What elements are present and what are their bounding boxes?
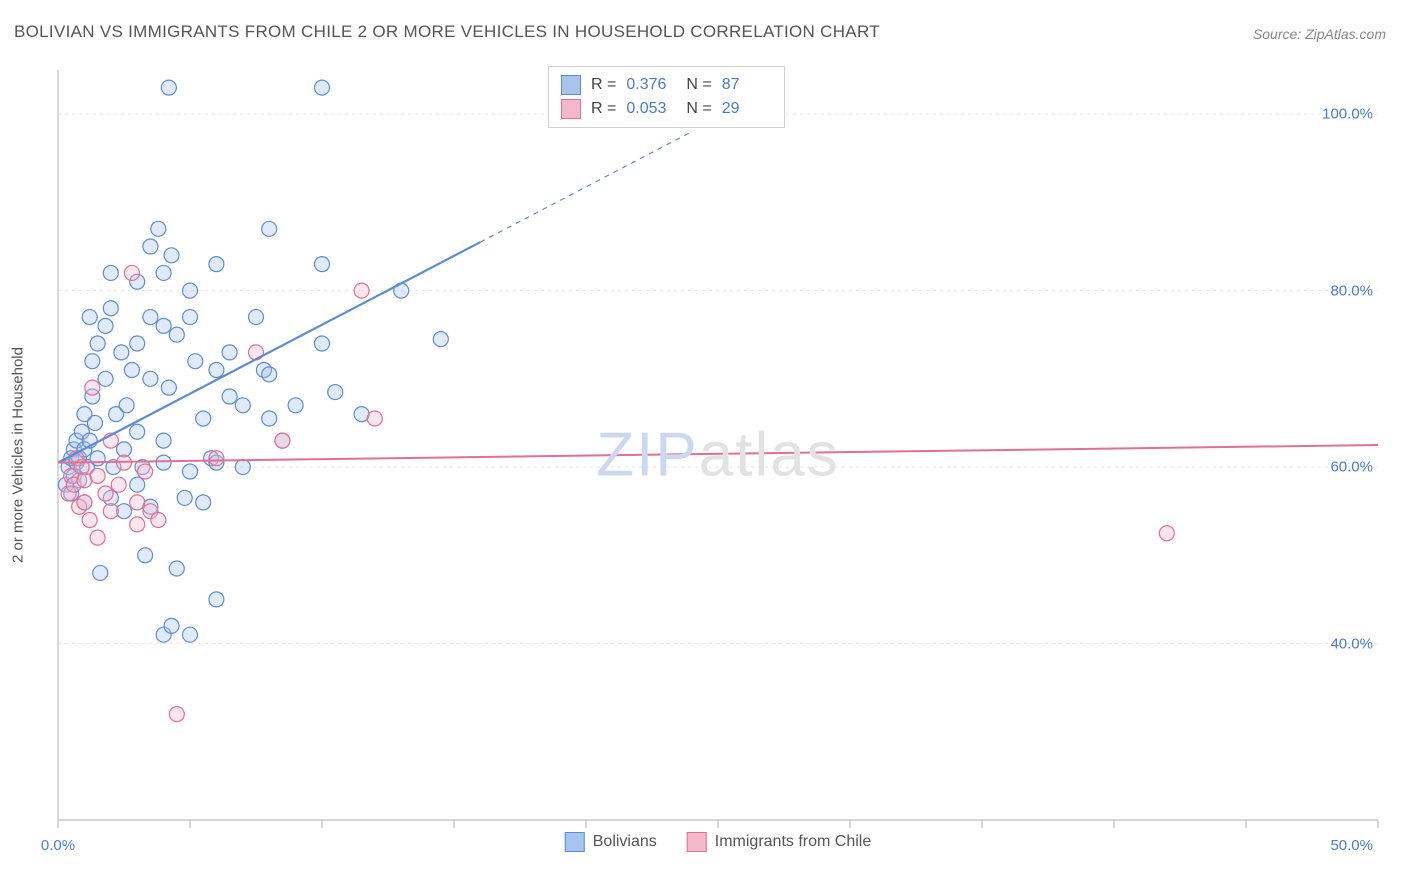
swatch-icon — [561, 99, 581, 119]
x-tick-0: 0.0% — [41, 837, 75, 854]
r-label: R = — [591, 76, 616, 94]
r-value: 0.053 — [626, 100, 676, 118]
legend: Bolivians Immigrants from Chile — [565, 832, 872, 852]
scatter-plot-svg — [48, 60, 1388, 850]
legend-item: Immigrants from Chile — [687, 832, 871, 852]
x-tick-50: 50.0% — [1330, 837, 1373, 854]
chart-area: 2 or more Vehicles in Household ZIPatlas… — [48, 60, 1388, 850]
source-attribution: Source: ZipAtlas.com — [1253, 26, 1386, 42]
stats-row: R = 0.053 N = 29 — [561, 97, 772, 121]
swatch-icon — [565, 832, 585, 852]
n-label: N = — [686, 100, 711, 118]
stats-row: R = 0.376 N = 87 — [561, 73, 772, 97]
swatch-icon — [687, 832, 707, 852]
legend-label: Bolivians — [593, 833, 657, 851]
n-label: N = — [686, 76, 711, 94]
legend-label: Immigrants from Chile — [715, 833, 871, 851]
r-label: R = — [591, 100, 616, 118]
n-value: 29 — [722, 100, 772, 118]
chart-title: BOLIVIAN VS IMMIGRANTS FROM CHILE 2 OR M… — [14, 22, 880, 42]
legend-item: Bolivians — [565, 832, 657, 852]
n-value: 87 — [722, 76, 772, 94]
r-value: 0.376 — [626, 76, 676, 94]
y-tick-80: 80.0% — [1330, 282, 1373, 299]
y-tick-60: 60.0% — [1330, 459, 1373, 476]
swatch-icon — [561, 75, 581, 95]
stats-box: R = 0.376 N = 87 R = 0.053 N = 29 — [548, 66, 785, 128]
y-tick-40: 40.0% — [1330, 635, 1373, 652]
y-tick-100: 100.0% — [1322, 106, 1373, 123]
y-axis-label: 2 or more Vehicles in Household — [10, 347, 27, 563]
